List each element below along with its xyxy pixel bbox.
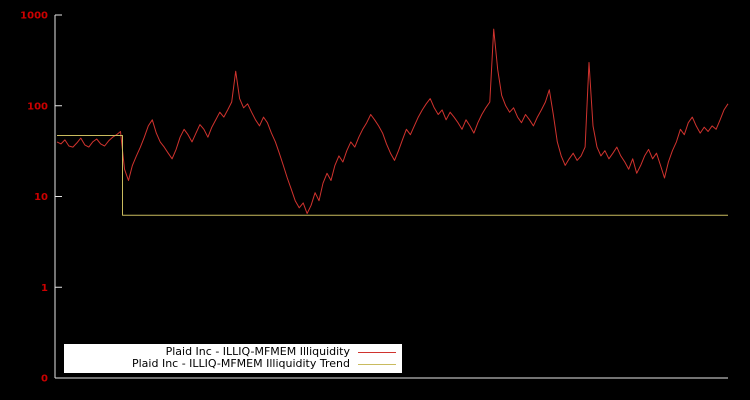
y-tick-label: 1 xyxy=(41,283,48,294)
series-line-illiquidity xyxy=(56,28,729,214)
legend: Plaid Inc - ILLIQ-MFMEM Illiquidity Plai… xyxy=(64,344,402,373)
y-tick-label: 10 xyxy=(34,192,48,203)
legend-line-swatch-illiquidity xyxy=(358,351,396,353)
legend-label-illiquidity: Plaid Inc - ILLIQ-MFMEM Illiquidity xyxy=(165,345,350,358)
legend-item-illiquidity: Plaid Inc - ILLIQ-MFMEM Illiquidity xyxy=(68,346,398,358)
legend-label-trend: Plaid Inc - ILLIQ-MFMEM Illiquidity Tren… xyxy=(131,357,350,370)
legend-line-swatch-trend xyxy=(358,363,396,365)
y-tick-label: 1000 xyxy=(20,11,48,22)
y-tick-label: 0 xyxy=(41,374,48,385)
y-tick-label: 100 xyxy=(27,101,48,112)
legend-item-trend: Plaid Inc - ILLIQ-MFMEM Illiquidity Tren… xyxy=(68,358,398,370)
series-line-trend xyxy=(57,135,728,216)
